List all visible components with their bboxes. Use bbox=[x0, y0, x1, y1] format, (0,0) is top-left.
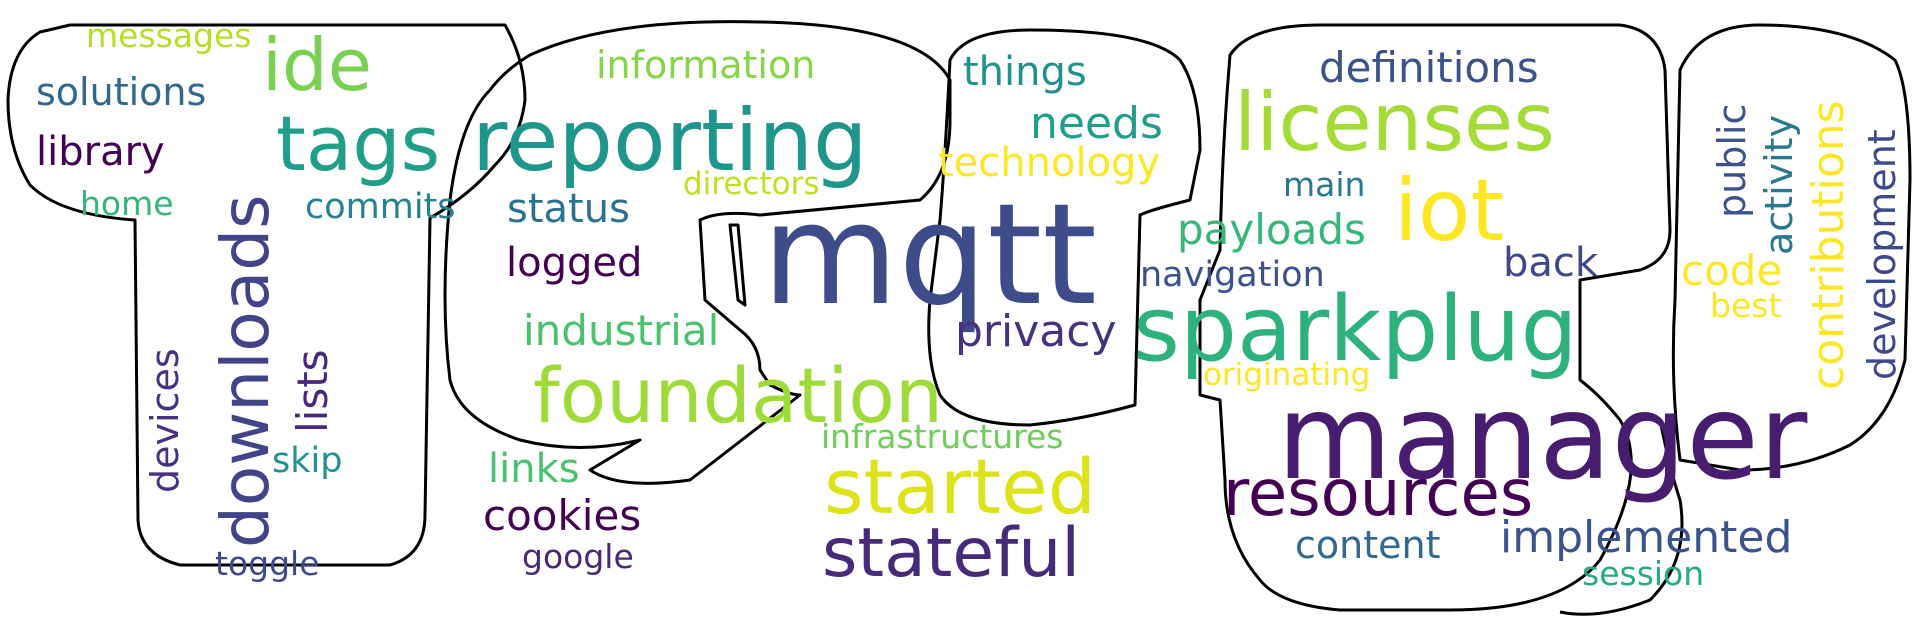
word: skip bbox=[272, 441, 342, 481]
word: iot bbox=[1394, 161, 1504, 261]
word: code bbox=[1681, 246, 1782, 295]
word: activity bbox=[1757, 115, 1801, 255]
word: foundation bbox=[533, 351, 943, 440]
word: links bbox=[488, 446, 580, 492]
word: main bbox=[1283, 165, 1365, 204]
word: ide bbox=[262, 23, 372, 107]
word: commits bbox=[305, 187, 456, 227]
word: payloads bbox=[1177, 205, 1366, 254]
word: infrastructures bbox=[821, 417, 1063, 456]
word: technology bbox=[938, 140, 1160, 186]
word: navigation bbox=[1140, 255, 1325, 295]
word: content bbox=[1295, 523, 1441, 567]
word: session bbox=[1582, 554, 1704, 593]
word: licenses bbox=[1234, 76, 1555, 169]
word-group: messages ide information things definiti… bbox=[36, 16, 1904, 593]
word: contributions bbox=[1803, 100, 1854, 390]
shape-outline bbox=[6, 20, 1912, 616]
word: started bbox=[824, 442, 1096, 531]
word: status bbox=[507, 186, 630, 232]
word: implemented bbox=[1500, 512, 1792, 563]
word: development bbox=[1860, 129, 1904, 380]
word: mqtt bbox=[762, 174, 1097, 337]
word: directors bbox=[683, 166, 820, 202]
word: manager bbox=[1277, 368, 1808, 506]
word: privacy bbox=[955, 306, 1116, 357]
word: needs bbox=[1030, 98, 1163, 149]
word: tags bbox=[276, 99, 440, 188]
word: resources bbox=[1223, 457, 1533, 531]
word: toggle bbox=[215, 544, 320, 583]
word: stateful bbox=[822, 514, 1080, 593]
word: cookies bbox=[483, 491, 641, 540]
word: lists bbox=[288, 349, 337, 433]
word: devices bbox=[143, 348, 187, 493]
word: home bbox=[80, 184, 174, 223]
word: sparkplug bbox=[1133, 277, 1578, 382]
word: public bbox=[1710, 104, 1754, 218]
word: back bbox=[1503, 240, 1599, 286]
word: messages bbox=[86, 16, 252, 55]
word: downloads bbox=[207, 194, 284, 548]
word: solutions bbox=[36, 70, 206, 114]
word: google bbox=[522, 537, 634, 576]
word: information bbox=[596, 43, 815, 87]
word: definitions bbox=[1319, 43, 1539, 92]
word: library bbox=[36, 129, 165, 175]
word: things bbox=[963, 49, 1087, 95]
word: reporting bbox=[472, 91, 868, 191]
word: logged bbox=[506, 240, 642, 286]
word: best bbox=[1710, 286, 1781, 325]
word: originating bbox=[1203, 357, 1370, 393]
word: industrial bbox=[523, 306, 719, 355]
